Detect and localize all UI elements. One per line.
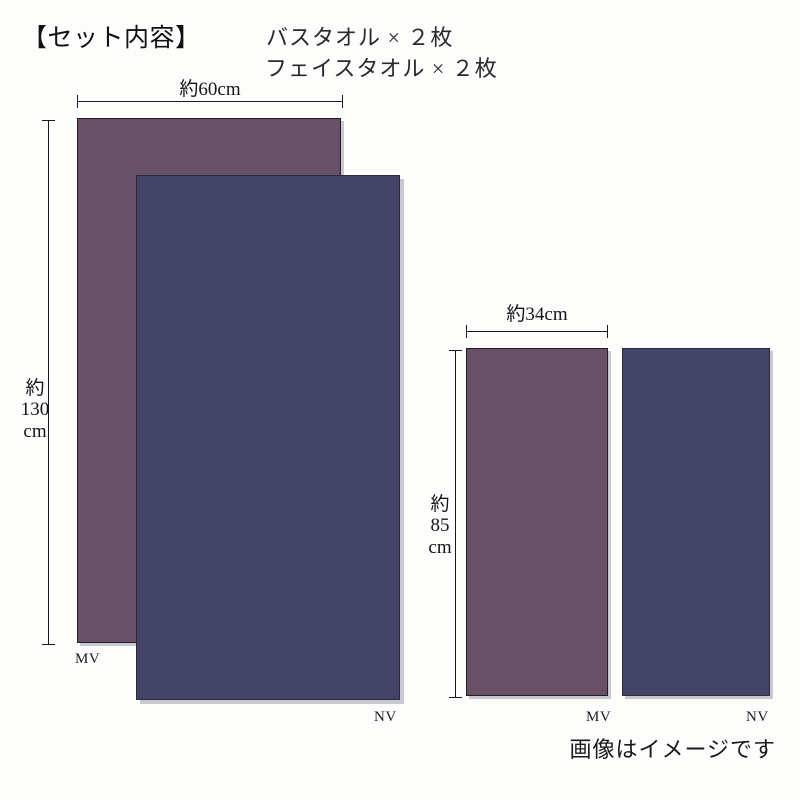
face-towel-height-dimension-line	[449, 350, 462, 698]
bath-towel-height-dimension-line	[42, 120, 55, 645]
face-towel-height-label: 約 85 cm	[418, 494, 462, 558]
face-towel-height-label-line-2: 85	[430, 515, 450, 537]
set-contents-title: 【セット内容】	[22, 25, 201, 52]
bath-towel-nv-code: NV	[374, 709, 397, 725]
bath-towel-height-label-line-3: cm	[23, 420, 47, 442]
bath-towel-height-label-line-1: 約	[25, 378, 45, 399]
face-towel-mv-swatch	[466, 348, 608, 696]
set-contents-list: バスタオル × ２枚 フェイスタオル × ２枚	[265, 22, 498, 84]
bath-towel-mv-code: MV	[75, 651, 101, 667]
face-towel-width-dimension-line	[466, 325, 608, 338]
bath-towel-width-dimension-line	[77, 95, 343, 108]
face-towel-width-label: 約34cm	[506, 304, 568, 325]
bath-towel-width-label: 約60cm	[179, 79, 241, 100]
face-towel-nv-code: NV	[746, 709, 769, 725]
set-contents-item-bath-towel: バスタオル × ２枚	[266, 25, 454, 50]
bath-towel-height-label: 約 130 cm	[13, 378, 57, 442]
face-towel-mv-code: MV	[586, 709, 612, 725]
bath-towel-height-label-line-2: 130	[20, 399, 50, 421]
face-towel-height-label-line-3: cm	[428, 536, 452, 558]
face-towel-height-label-line-1: 約	[430, 494, 450, 515]
image-disclaimer-note: 画像はイメージです	[569, 737, 776, 762]
face-towel-nv-swatch	[622, 348, 770, 696]
bath-towel-nv-swatch	[136, 175, 400, 700]
set-contents-item-face-towel: フェイスタオル × ２枚	[265, 56, 498, 82]
